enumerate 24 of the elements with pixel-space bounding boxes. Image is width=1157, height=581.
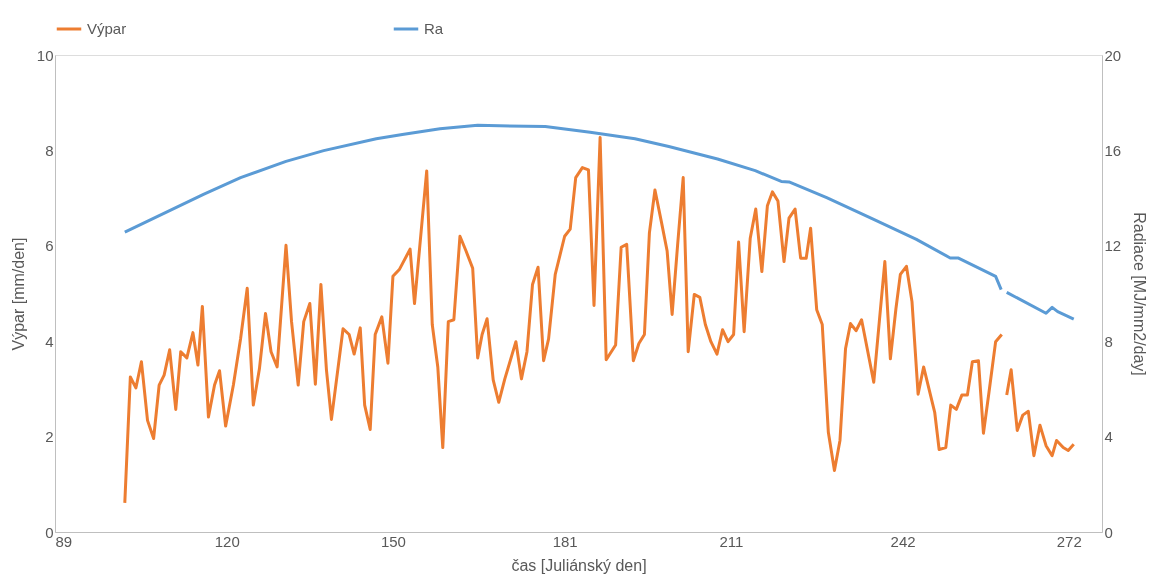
y-tick-label: 0 (45, 523, 54, 541)
x-tick-label: 89 (55, 532, 73, 550)
x-tick-label: 242 (890, 532, 916, 550)
y2-tick-label: 0 (1104, 523, 1113, 541)
legend-label: Výpar (87, 20, 127, 37)
y2-tick-label: 4 (1104, 428, 1113, 446)
x-axis-title: čas [Juliánský den] (511, 556, 647, 574)
x-tick-label: 181 (552, 532, 578, 550)
y-tick-label: 2 (45, 428, 54, 446)
x-tick-label: 211 (719, 532, 744, 550)
y-tick-label: 6 (45, 237, 54, 255)
y2-tick-label: 20 (1104, 46, 1122, 64)
y2-tick-label: 16 (1104, 141, 1122, 159)
y-tick-label: 4 (45, 332, 54, 350)
y2-axis-title: Radiace [MJ/mm2/day] (1131, 212, 1149, 376)
legend-label: Ra (424, 20, 444, 37)
y-tick-label: 8 (45, 141, 54, 159)
x-tick-label: 272 (1056, 532, 1082, 550)
y-tick-label: 10 (36, 46, 54, 64)
x-tick-label: 150 (380, 532, 406, 550)
x-tick-label: 120 (214, 532, 240, 550)
y2-tick-label: 12 (1104, 237, 1122, 255)
y-axis-title: Výpar [mm/den] (9, 237, 27, 351)
y2-tick-label: 8 (1104, 332, 1113, 350)
